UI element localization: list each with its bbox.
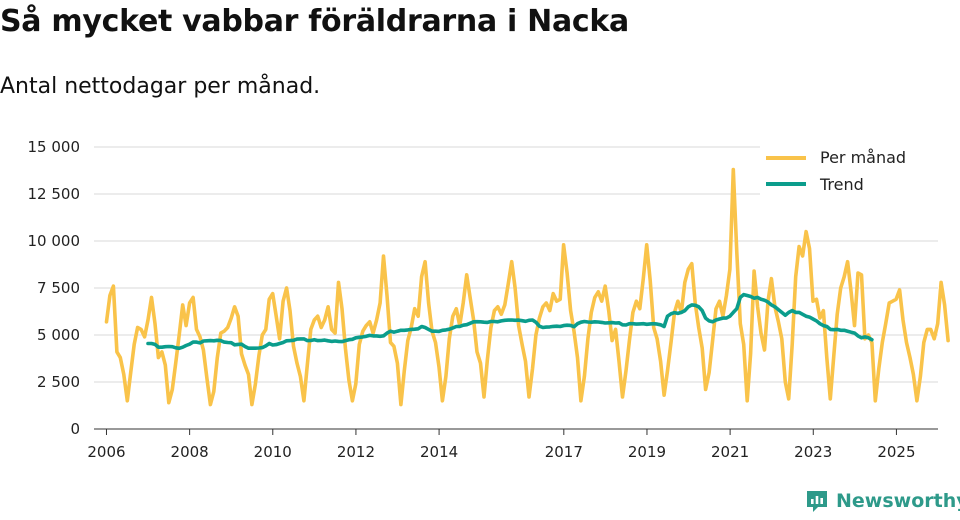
series-line-trend	[146, 292, 874, 351]
x-tick-label: 2012	[337, 443, 375, 461]
series-lines	[104, 167, 950, 407]
x-tick-label: 2023	[794, 443, 832, 461]
brand-logo[interactable]: Newsworthy	[804, 488, 960, 514]
y-tick-label: 15 000	[28, 138, 81, 156]
y-axis-ticks: 0 2 500 5 000 7 500 10 000 12 500 15 000	[28, 138, 81, 438]
y-tick-label: 5 000	[37, 326, 80, 344]
page-subtitle: Antal nettodagar per månad.	[0, 74, 321, 99]
x-axis: 2006 2008 2010 2012 2014 2017 2019 2021 2023 2025	[87, 428, 938, 461]
x-tick-label: 2025	[877, 443, 915, 461]
x-tick-label: 2021	[711, 443, 749, 461]
y-tick-label: 10 000	[28, 232, 81, 250]
legend-background	[760, 146, 938, 196]
brand-name: Newsworthy	[836, 490, 960, 512]
y-tick-label: 0	[70, 420, 80, 438]
newsworthy-logo-icon	[807, 491, 827, 512]
x-tick-label: 2006	[87, 443, 125, 461]
y-tick-label: 2 500	[37, 373, 80, 391]
y-tick-label: 12 500	[28, 185, 81, 203]
x-tick-label: 2017	[545, 443, 583, 461]
series-line-per-month	[104, 167, 950, 407]
x-tick-label: 2010	[254, 443, 292, 461]
legend-label-per-month: Per månad	[820, 148, 906, 167]
page-title: Så mycket vabbar föräldrarna i Nacka	[0, 4, 630, 39]
x-tick-label: 2008	[171, 443, 209, 461]
x-tick-label: 2019	[628, 443, 666, 461]
y-tick-label: 7 500	[37, 279, 80, 297]
legend-label-trend: Trend	[819, 175, 864, 194]
x-tick-label: 2014	[420, 443, 458, 461]
legend: Per månad Trend	[760, 146, 938, 196]
